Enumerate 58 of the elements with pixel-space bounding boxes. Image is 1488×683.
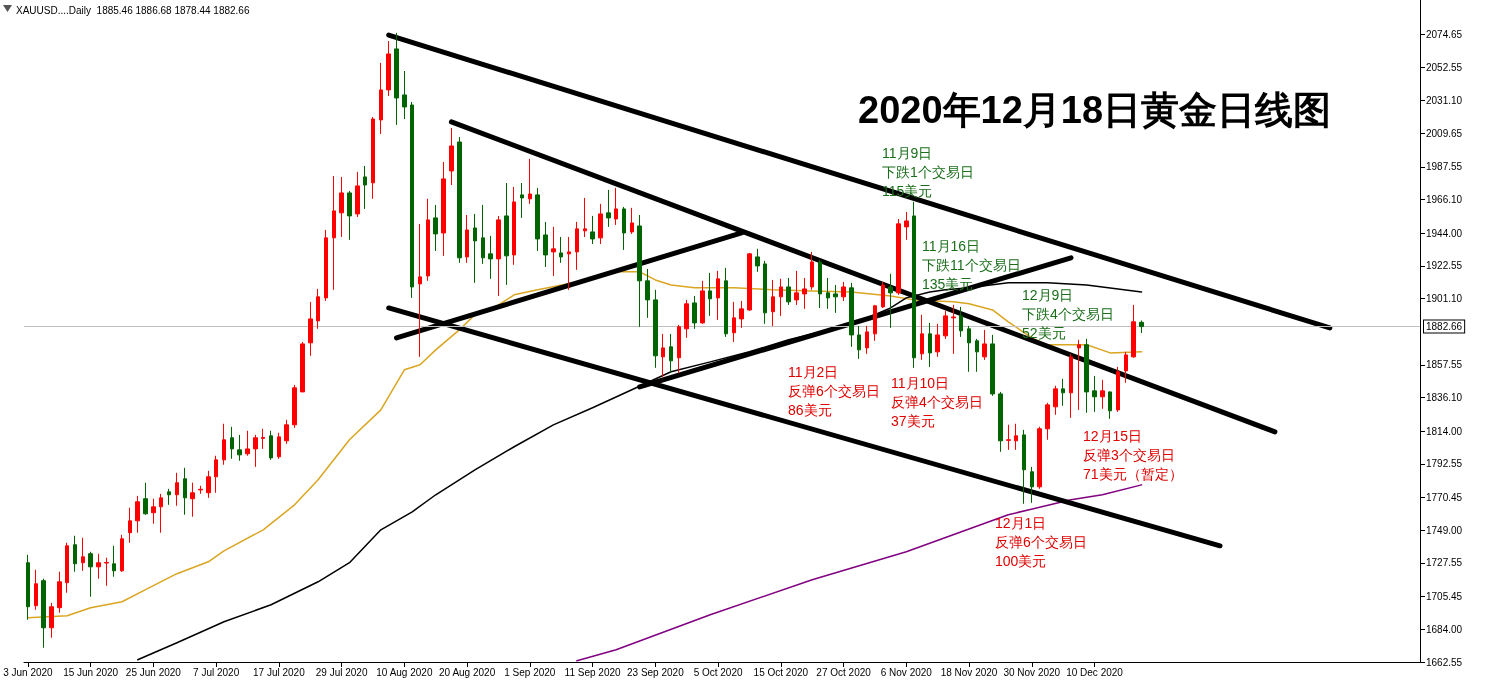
annotation: 反弹6个交易日 bbox=[995, 533, 1087, 550]
x-tick-label: 10 Dec 2020 bbox=[1066, 666, 1124, 678]
annotation: 12月15日 bbox=[1083, 427, 1143, 444]
x-tick-label: 3 Jun 2020 bbox=[3, 666, 54, 678]
x-tick-label: 10 Aug 2020 bbox=[376, 666, 433, 678]
annotation: 37美元 bbox=[891, 412, 935, 429]
y-tick-label: 1857.55 bbox=[1426, 359, 1463, 371]
annotation: 86美元 bbox=[788, 401, 832, 418]
y-tick-label: 2052.55 bbox=[1426, 62, 1463, 74]
annotation: XAUUSD....Daily 1885.46 1886.68 1878.44 1882.66 bbox=[16, 5, 250, 16]
y-tick-label: 1901.10 bbox=[1426, 293, 1463, 305]
annotation: 11月10日 bbox=[891, 374, 950, 391]
annotation: 12月9日 bbox=[1022, 286, 1074, 303]
annotation: 下跌1个交易日 bbox=[882, 163, 974, 180]
y-tick-label: 1944.00 bbox=[1426, 227, 1463, 239]
x-tick-label: 20 Aug 2020 bbox=[439, 666, 496, 678]
x-tick-label: 29 Jul 2020 bbox=[315, 666, 368, 678]
x-tick-label: 6 Nov 2020 bbox=[880, 666, 933, 678]
x-tick-label: 5 Oct 2020 bbox=[693, 666, 743, 678]
annotation: 反弹4个交易日 bbox=[891, 393, 983, 410]
y-tick-label: 1727.55 bbox=[1426, 557, 1463, 569]
x-tick-label: 27 Oct 2020 bbox=[816, 666, 872, 678]
annotation: 71美元（暂定） bbox=[1083, 465, 1183, 482]
annotation: 100美元 bbox=[995, 552, 1047, 569]
y-tick-label: 1684.00 bbox=[1426, 623, 1463, 635]
x-tick-label: 25 Jun 2020 bbox=[125, 666, 182, 678]
annotation: 下跌11个交易日 bbox=[922, 256, 1021, 273]
ref-line-label: 1882.66 bbox=[1426, 321, 1463, 333]
annotation: 11月9日 bbox=[882, 144, 933, 161]
annotation: 11月2日 bbox=[788, 363, 839, 380]
y-tick-label: 2074.65 bbox=[1426, 28, 1463, 40]
y-tick-label: 2031.10 bbox=[1426, 94, 1463, 106]
y-tick-label: 1662.55 bbox=[1426, 656, 1463, 668]
y-tick-label: 1749.00 bbox=[1426, 524, 1463, 536]
y-tick-label: 1770.45 bbox=[1426, 492, 1463, 504]
y-tick-label: 1966.10 bbox=[1426, 193, 1463, 205]
y-tick-label: 1705.45 bbox=[1426, 591, 1463, 603]
x-tick-label: 23 Sep 2020 bbox=[626, 666, 685, 678]
x-tick-label: 30 Nov 2020 bbox=[1003, 666, 1061, 678]
x-tick-label: 18 Nov 2020 bbox=[940, 666, 998, 678]
annotation: 11月16日 bbox=[922, 237, 981, 254]
x-tick-label: 17 Jul 2020 bbox=[253, 666, 306, 678]
text: 2020年12月18日黄金日线图 bbox=[858, 89, 1332, 131]
x-tick-label: 15 Oct 2020 bbox=[753, 666, 809, 678]
annotation: 反弹3个交易日 bbox=[1083, 446, 1175, 463]
annotation: 下跌4个交易日 bbox=[1022, 305, 1114, 322]
annotation: 12月1日 bbox=[995, 514, 1047, 531]
y-tick-label: 2009.65 bbox=[1426, 127, 1463, 139]
y-tick-label: 1792.55 bbox=[1426, 458, 1463, 470]
y-tick-label: 1836.10 bbox=[1426, 392, 1463, 404]
x-tick-label: 7 Jul 2020 bbox=[193, 666, 240, 678]
y-tick-label: 1814.00 bbox=[1426, 425, 1463, 437]
x-tick-label: 11 Sep 2020 bbox=[564, 666, 622, 678]
annotation: 反弹6个交易日 bbox=[788, 382, 880, 399]
x-tick-label: 1 Sep 2020 bbox=[504, 666, 556, 678]
y-tick-label: 1922.55 bbox=[1426, 260, 1463, 272]
x-tick-label: 15 Jun 2020 bbox=[63, 666, 119, 678]
y-tick-label: 1987.55 bbox=[1426, 161, 1463, 173]
